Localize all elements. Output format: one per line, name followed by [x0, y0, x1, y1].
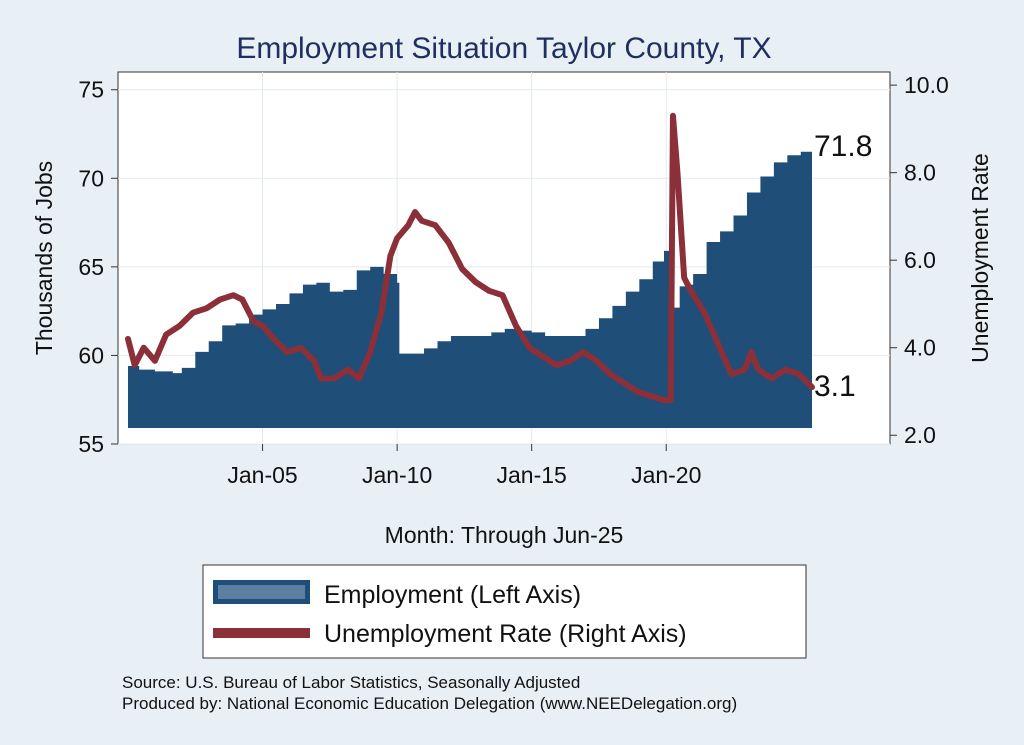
y-left-tick-label: 65	[78, 254, 104, 280]
y-right-tick-label: 8.0	[904, 160, 936, 186]
y-axis-right-label: Unemployment Rate	[967, 153, 993, 363]
employment-end-label: 71.8	[814, 130, 872, 163]
legend: Employment (Left Axis) Unemployment Rate…	[202, 564, 807, 659]
legend-label-unemployment: Unemployment Rate (Right Axis)	[324, 620, 687, 648]
axes-layer: 55 60 65 70 75 2.0 4.0 6.0 8.0 10.0 Jan-05 Jan-10 Ja…	[78, 72, 948, 488]
y-axis-left-label: Thousands of Jobs	[31, 161, 57, 355]
y-right-tick-label: 6.0	[904, 247, 936, 273]
producer-note: Produced by: National Economic Education…	[122, 694, 737, 713]
source-note: Source: U.S. Bureau of Labor Statistics,…	[122, 673, 580, 692]
x-tick-label: Jan-20	[631, 462, 701, 488]
x-tick-label: Jan-05	[227, 462, 297, 488]
y-left-tick-label: 60	[78, 342, 104, 368]
legend-label-employment: Employment (Left Axis)	[324, 581, 581, 609]
x-tick-label: Jan-10	[362, 462, 432, 488]
legend-swatch-employment-inner	[218, 585, 305, 599]
unemployment-end-label: 3.1	[814, 370, 856, 403]
employment-area	[128, 146, 812, 428]
x-tick-label: Jan-15	[497, 462, 567, 488]
series-layer	[125, 112, 815, 428]
y-left-tick-label: 75	[78, 77, 104, 103]
y-right-tick-label: 4.0	[904, 335, 936, 361]
unemployment-line	[125, 112, 815, 404]
chart-title: Employment Situation Taylor County, TX	[236, 32, 771, 65]
y-left-tick-label: 55	[78, 431, 104, 457]
y-right-tick-label: 10.0	[904, 72, 949, 98]
x-axis-label: Month: Through Jun-25	[385, 522, 624, 548]
y-left-tick-label: 70	[78, 165, 104, 191]
y-right-tick-label: 2.0	[904, 422, 936, 448]
